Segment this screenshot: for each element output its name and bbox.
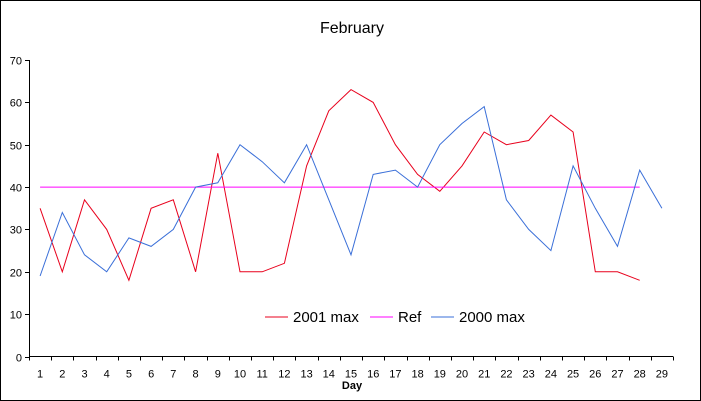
x-axis-ticks: 1 2 3 4 5 6 7 8 9 10 11 12 13 14 15 16 17 18 19 20 21 22 23 24 2… xyxy=(29,356,674,381)
x-tick-label: 14 xyxy=(323,369,335,381)
x-tick-label: 3 xyxy=(81,369,87,381)
x-tick-label: 8 xyxy=(192,369,198,381)
x-tick-label: 6 xyxy=(148,369,154,381)
y-tick-label: 30 xyxy=(10,225,22,237)
y-tick-label: 0 xyxy=(16,353,22,365)
legend-label: 2000 max xyxy=(459,309,525,326)
x-tick-label: 4 xyxy=(104,369,110,381)
y-axis-ticks: 0 10 20 30 40 50 60 70 xyxy=(10,56,29,365)
y-tick-label: 60 xyxy=(10,98,22,110)
x-tick-label: 12 xyxy=(278,369,290,381)
y-tick-label: 50 xyxy=(10,141,22,153)
x-tick-label: 9 xyxy=(215,369,221,381)
x-tick-label: 5 xyxy=(126,369,132,381)
x-tick-label: 23 xyxy=(523,369,535,381)
series-line-2001-max xyxy=(39,88,640,282)
x-tick-label: 24 xyxy=(545,369,557,381)
legend: 2001 max Ref 2000 max xyxy=(265,309,525,326)
x-tick-label: 20 xyxy=(456,369,468,381)
x-tick-label: 10 xyxy=(234,369,246,381)
legend-label: Ref xyxy=(398,309,422,326)
x-tick-label: 1 xyxy=(37,369,43,381)
x-tick-label: 29 xyxy=(656,369,668,381)
x-tick-label: 19 xyxy=(434,369,446,381)
x-tick-label: 26 xyxy=(589,369,601,381)
x-tick-label: 27 xyxy=(611,369,623,381)
x-tick-label: 11 xyxy=(256,369,267,381)
x-tick-label: 13 xyxy=(300,369,312,381)
series-line-2000-max xyxy=(39,105,663,277)
x-tick-label: 28 xyxy=(634,369,646,381)
x-tick-label: 22 xyxy=(500,369,512,381)
y-tick-label: 40 xyxy=(10,183,22,195)
legend-label: 2001 max xyxy=(293,309,359,326)
x-tick-label: 16 xyxy=(367,369,379,381)
chart-title: February xyxy=(320,20,384,37)
x-tick-label: 25 xyxy=(567,369,579,381)
x-tick-label: 2 xyxy=(59,369,65,381)
x-tick-label: 17 xyxy=(389,369,401,381)
series-lines xyxy=(39,88,663,282)
x-tick-label: 21 xyxy=(478,369,490,381)
y-tick-label: 20 xyxy=(10,268,22,280)
x-tick-label: 7 xyxy=(170,369,176,381)
y-tick-label: 10 xyxy=(10,310,22,322)
x-tick-label: 15 xyxy=(345,369,357,381)
x-tick-label: 18 xyxy=(411,369,423,381)
x-axis-label: Day xyxy=(342,380,363,392)
y-tick-label: 70 xyxy=(10,56,22,68)
